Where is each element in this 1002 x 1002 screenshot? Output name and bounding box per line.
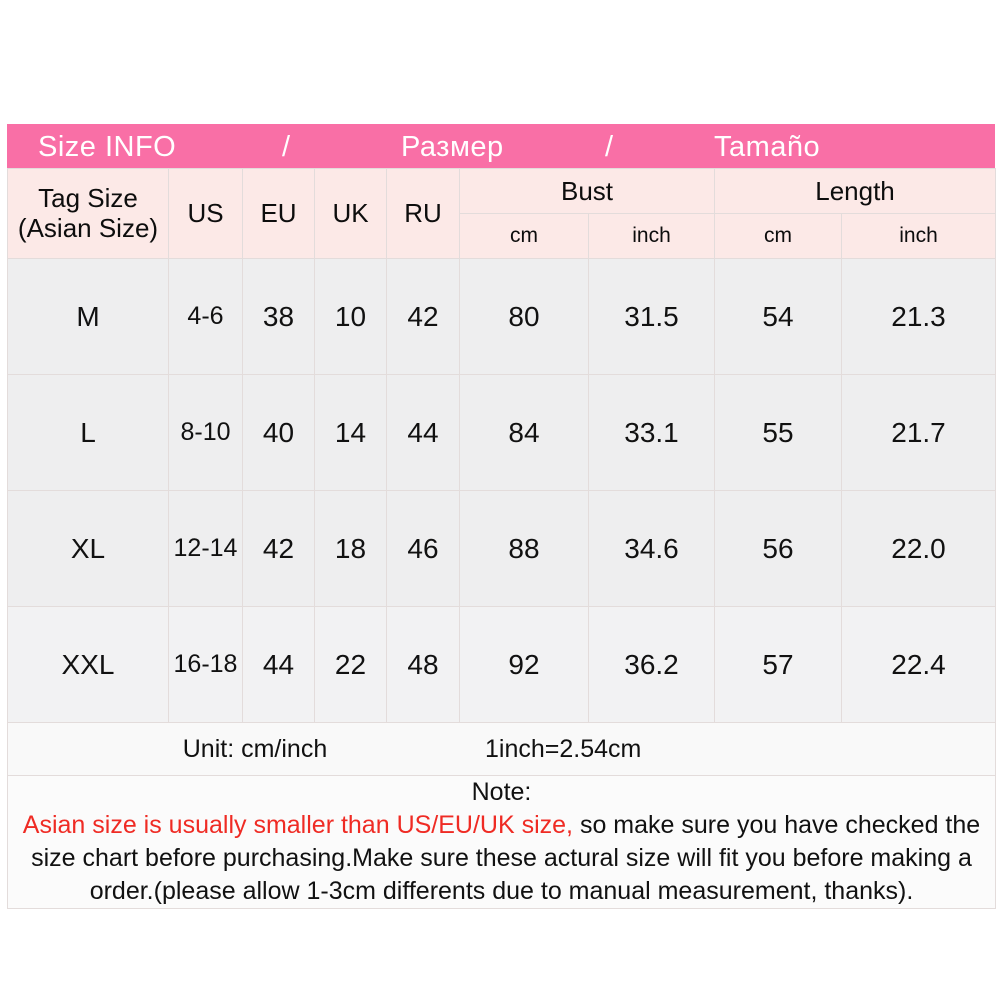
header-ru: RU [386,168,460,259]
header-us: US [168,168,243,259]
cell-bust-inch: 34.6 [588,490,715,607]
header-bust-cm: cm [459,213,589,259]
cell-ru: 44 [386,374,460,491]
table-row: M 4-6 38 10 42 80 31.5 54 21.3 [7,258,996,375]
cell-bust-cm: 80 [459,258,589,375]
title-separator-first: / [282,130,291,163]
cell-tag-size: XXL [7,606,169,723]
cell-uk: 18 [314,490,387,607]
title-language-russian: Размер [401,130,504,163]
table-row: XL 12-14 42 18 46 88 34.6 56 22.0 [7,490,996,607]
header-eu: EU [242,168,315,259]
cell-eu: 44 [242,606,315,723]
note-highlight: Asian size is usually smaller than US/EU… [22,811,573,839]
header-bust-inch: inch [588,213,715,259]
cell-bust-inch: 31.5 [588,258,715,375]
header-length-cm: cm [714,213,842,259]
cell-length-inch: 22.4 [841,606,996,723]
note-rest: so make sure you have checked the size c… [31,811,981,905]
header-tag-size-line1: Tag Size [38,183,138,214]
note-row: Note: Asian size is usually smaller than… [7,775,996,909]
cell-us: 12-14 [168,490,243,607]
cell-bust-cm: 84 [459,374,589,491]
cell-eu: 38 [242,258,315,375]
header-length-group: Length [714,168,996,214]
table-body: M 4-6 38 10 42 80 31.5 54 21.3 L 8-10 40… [7,258,996,909]
cell-uk: 22 [314,606,387,723]
cell-ru: 42 [386,258,460,375]
cell-bust-inch: 36.2 [588,606,715,723]
cell-uk: 14 [314,374,387,491]
cell-length-cm: 56 [714,490,842,607]
cell-bust-inch: 33.1 [588,374,715,491]
table-row: L 8-10 40 14 44 84 33.1 55 21.7 [7,374,996,491]
cell-uk: 10 [314,258,387,375]
title-language-english: Size INFO [38,130,177,163]
unit-conversion: 1inch=2.54cm [485,734,642,763]
cell-bust-cm: 88 [459,490,589,607]
cell-length-cm: 57 [714,606,842,723]
header-row-secondary: cm inch cm inch [8,213,996,259]
header-row-primary: Tag Size (Asian Size) US EU UK RU Bust L… [7,168,996,259]
table-header: Tag Size (Asian Size) US EU UK RU Bust L… [7,168,996,259]
cell-tag-size: L [7,374,169,491]
cell-length-inch: 21.3 [841,258,996,375]
header-length-inch: inch [841,213,996,259]
cell-us: 4-6 [168,258,243,375]
cell-tag-size: M [7,258,169,375]
cell-us: 8-10 [168,374,243,491]
header-tag-size: Tag Size (Asian Size) [7,168,169,259]
cell-ru: 48 [386,606,460,723]
header-bust-group: Bust [459,168,715,214]
title-bar: Size INFO / Размер / Tamaño [7,124,995,170]
unit-row: Unit: cm/inch 1inch=2.54cm [7,722,996,776]
cell-tag-size: XL [7,490,169,607]
cell-length-cm: 54 [714,258,842,375]
header-uk: UK [314,168,387,259]
note-body: Asian size is usually smaller than US/EU… [8,809,995,908]
cell-length-inch: 22.0 [841,490,996,607]
unit-label: Unit: cm/inch [182,734,328,763]
note-cell: Note: Asian size is usually smaller than… [7,775,996,909]
table-row: XXL 16-18 44 22 48 92 36.2 57 22.4 [7,606,996,723]
note-heading: Note: [471,778,532,806]
cell-ru: 46 [386,490,460,607]
cell-length-inch: 21.7 [841,374,996,491]
cell-length-cm: 55 [714,374,842,491]
cell-eu: 40 [242,374,315,491]
unit-row-cell: Unit: cm/inch 1inch=2.54cm [7,722,996,776]
cell-bust-cm: 92 [459,606,589,723]
title-language-spanish: Tamaño [714,130,821,163]
cell-us: 16-18 [168,606,243,723]
cell-eu: 42 [242,490,315,607]
header-tag-size-line2: (Asian Size) [17,212,159,243]
size-table: Tag Size (Asian Size) US EU UK RU Bust L… [7,168,996,909]
title-separator-second: / [605,130,614,163]
